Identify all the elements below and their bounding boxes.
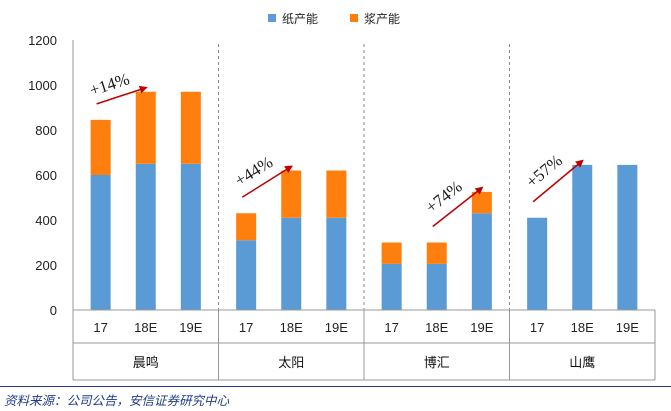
- bar-paper: [90, 175, 111, 310]
- legend: 纸产能 浆产能: [268, 11, 400, 26]
- x-tick-label: 19E: [470, 320, 493, 335]
- x-tick-label: 18E: [134, 320, 157, 335]
- x-tick-label: 17: [239, 320, 253, 335]
- legend-swatch: [268, 14, 276, 22]
- bar-pulp: [471, 191, 492, 214]
- group-label: 太阳: [278, 356, 304, 371]
- growth-arrow: [532, 159, 584, 203]
- growth-label: +44%: [231, 152, 276, 190]
- bar-paper: [471, 213, 492, 310]
- y-tick-label: 1200: [28, 33, 57, 48]
- group-label: 山鹰: [569, 355, 595, 371]
- x-tick-label: 19E: [179, 320, 202, 335]
- source-divider: [0, 386, 671, 387]
- bar-paper: [381, 263, 402, 310]
- y-tick-label: 200: [35, 258, 57, 273]
- group-label: 博汇: [424, 356, 450, 371]
- x-axis: 晨鸣 17 18E 19E 太阳 17 18E 19E 博汇 17 18E 19E 山鹰 17 18E 19E: [73, 309, 656, 381]
- growth-arrow: [432, 186, 484, 228]
- legend-label: 纸产能: [282, 12, 318, 26]
- y-tick-label: 800: [35, 123, 57, 138]
- bar-pulp: [236, 213, 257, 241]
- growth-label: +14%: [87, 69, 132, 100]
- bars: [90, 44, 638, 310]
- group-label: 晨鸣: [133, 355, 159, 371]
- growth-label: +74%: [422, 177, 466, 217]
- y-tick-label: 400: [35, 213, 57, 228]
- bar-paper: [236, 240, 257, 310]
- bar-paper: [617, 164, 638, 310]
- bar-pulp: [135, 91, 156, 164]
- bar-pulp: [281, 170, 302, 218]
- x-tick-label: 18E: [280, 320, 303, 335]
- y-tick-label: 0: [50, 303, 57, 318]
- bar-paper: [135, 163, 156, 310]
- growth-arrow: [96, 85, 148, 105]
- bar-pulp: [426, 242, 447, 264]
- chart: 纸产能 浆产能 0 200 400 600 800 1000 1200 晨鸣 17 18E 19E 太…: [28, 11, 656, 381]
- x-tick-label: 18E: [425, 320, 448, 335]
- growth-arrow: [241, 165, 293, 198]
- bar-paper: [326, 217, 347, 310]
- x-tick-label: 19E: [616, 320, 639, 335]
- bar-paper: [180, 163, 201, 310]
- y-tick-label: 600: [35, 168, 57, 183]
- bar-paper: [527, 217, 548, 310]
- bar-pulp: [326, 170, 347, 218]
- x-tick-label: 17: [530, 320, 544, 335]
- legend-swatch: [350, 14, 358, 22]
- source-note: 资料来源：公司公告，安信证券研究中心: [4, 393, 230, 408]
- bar-paper: [572, 164, 593, 310]
- legend-label: 浆产能: [364, 11, 400, 26]
- x-tick-label: 18E: [571, 320, 594, 335]
- x-tick-label: 17: [93, 320, 107, 335]
- growth-label: +57%: [522, 151, 565, 192]
- y-axis: 0 200 400 600 800 1000 1200: [28, 33, 74, 380]
- bar-pulp: [180, 91, 201, 164]
- bar-pulp: [90, 119, 111, 175]
- bar-pulp: [381, 242, 402, 264]
- bar-paper: [281, 217, 302, 310]
- x-tick-label: 17: [384, 320, 398, 335]
- y-tick-label: 1000: [28, 78, 57, 93]
- bar-paper: [426, 263, 447, 310]
- x-tick-label: 19E: [325, 320, 348, 335]
